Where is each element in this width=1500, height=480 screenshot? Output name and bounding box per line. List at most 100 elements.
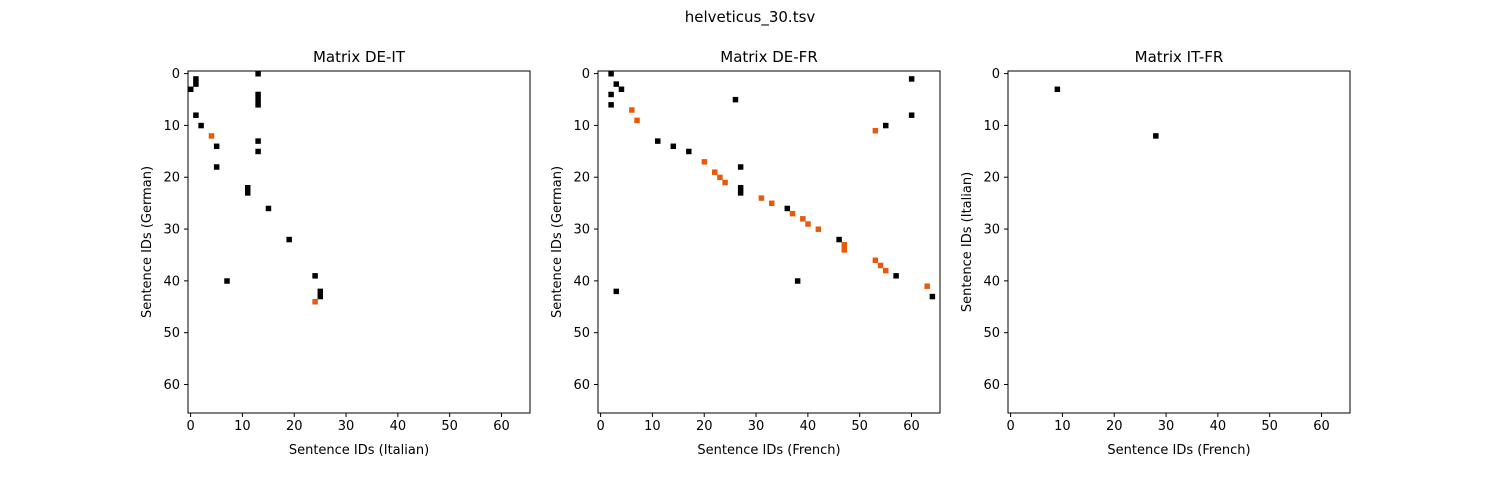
heatmap-cell-black [883,122,889,129]
heatmap-cell-black [908,112,915,118]
y-tick-label: 40 [573,274,590,289]
heatmap-cell-black [317,293,324,300]
x-axis-ticks: 0 10 20 30 40 50 60 [596,413,920,434]
x-tick-label: 40 [1210,419,1227,434]
heatmap-cell-black [193,81,199,87]
x-tick-label: 60 [493,419,510,434]
heatmap-cell-black [255,71,261,77]
heatmap-cells [608,71,936,300]
heatmap-cell-black [255,91,261,98]
x-tick-label: 30 [1158,419,1175,434]
heatmap-cell-orange [841,242,848,248]
x-tick-label: 0 [1006,419,1014,434]
heatmap-cells [1054,86,1159,139]
heatmap-cell-black [1153,133,1159,139]
panel-de-fr: Matrix DE-FR 0 10 20 30 40 50 60 0 10 20 30 40 50 60… [550,48,941,458]
heatmap-cell-orange [924,283,930,289]
heatmap-cell-orange [800,216,806,222]
heatmap-cell-black [224,278,230,284]
x-axis-label: Sentence IDs (French) [697,443,840,458]
heatmap-cells [188,71,324,305]
x-tick-label: 20 [1106,419,1123,434]
heatmap-cell-orange [312,299,318,305]
x-tick-label: 40 [800,419,817,434]
heatmap-cell-black [655,138,661,144]
x-tick-label: 50 [441,419,458,434]
heatmap-cell-black [613,81,620,87]
heatmap-cell-orange [712,169,718,175]
heatmap-cell-black [255,138,261,144]
x-tick-label: 0 [186,419,194,434]
y-tick-label: 20 [573,171,590,186]
heatmap-cell-black [245,190,251,196]
heatmap-cell-orange [815,226,822,232]
y-axis-ticks: 0 10 20 30 40 50 60 [163,67,188,393]
heatmap-cell-black [618,86,625,93]
heatmap-cell-black [1054,86,1061,93]
plot-frame [187,70,531,414]
x-tick-label: 40 [390,419,407,434]
heatmap-cell-black [608,102,614,108]
heatmap-cell-orange [872,257,879,264]
y-tick-label: 10 [163,119,180,134]
heatmap-cell-black [255,96,261,103]
heatmap-cell-orange [872,128,879,134]
plot-frame [1007,70,1351,414]
heatmap-cell-black [608,71,614,77]
heatmap-cell-orange [629,107,635,113]
panel-title: Matrix DE-FR [720,48,818,66]
x-axis-ticks: 0 10 20 30 40 50 60 [186,413,510,434]
heatmap-cell-black [188,86,194,93]
y-tick-label: 20 [163,171,180,186]
heatmap-cell-orange [634,117,640,124]
heatmap-cell-orange [877,262,884,269]
heatmap-cell-black [737,190,744,196]
panel-title: Matrix DE-IT [313,48,406,66]
y-tick-label: 0 [992,67,1000,82]
heatmap-cell-orange [758,195,765,201]
y-tick-label: 30 [573,223,590,238]
heatmap-cell-black [193,112,199,118]
heatmap-cell-black [255,148,261,155]
x-tick-label: 30 [748,419,765,434]
y-tick-label: 30 [163,223,180,238]
heatmap-cell-black [929,293,936,300]
heatmap-cell-orange [701,159,708,165]
y-tick-label: 30 [983,223,1000,238]
heatmap-cell-black [286,236,292,243]
x-tick-label: 10 [644,419,661,434]
heatmap-cell-black [613,288,620,295]
y-tick-label: 50 [983,326,1000,341]
heatmap-cell-orange [789,210,796,217]
x-axis-ticks: 0 10 20 30 40 50 60 [1006,413,1330,434]
heatmap-cell-black [213,143,220,150]
heatmap-cell-orange [769,200,775,207]
heatmap-cell-black [213,164,220,170]
x-tick-label: 10 [234,419,251,434]
heatmap-cell-black [836,236,842,243]
x-tick-label: 30 [338,419,355,434]
x-tick-label: 10 [1054,419,1071,434]
x-tick-label: 60 [903,419,920,434]
heatmap-cell-black [737,185,744,191]
heatmap-cell-orange [722,179,728,186]
x-tick-label: 50 [1261,419,1278,434]
heatmap-cell-black [670,143,677,150]
y-tick-label: 0 [172,67,180,82]
heatmap-cell-orange [805,221,811,227]
y-tick-label: 40 [163,274,180,289]
y-tick-label: 10 [573,119,590,134]
heatmap-cell-black [737,164,744,170]
heatmap-cell-orange [717,174,723,181]
x-tick-label: 50 [851,419,868,434]
heatmap-cell-black [686,148,692,155]
heatmap-cell-black [265,205,272,212]
heatmap-cell-black [893,273,899,279]
heatmap-cell-black [193,76,199,82]
y-tick-label: 60 [983,378,1000,393]
heatmap-cell-orange [883,267,889,274]
y-axis-ticks: 0 10 20 30 40 50 60 [983,67,1008,393]
y-tick-label: 10 [983,119,1000,134]
y-axis-label: Sentence IDs (German) [550,166,565,318]
